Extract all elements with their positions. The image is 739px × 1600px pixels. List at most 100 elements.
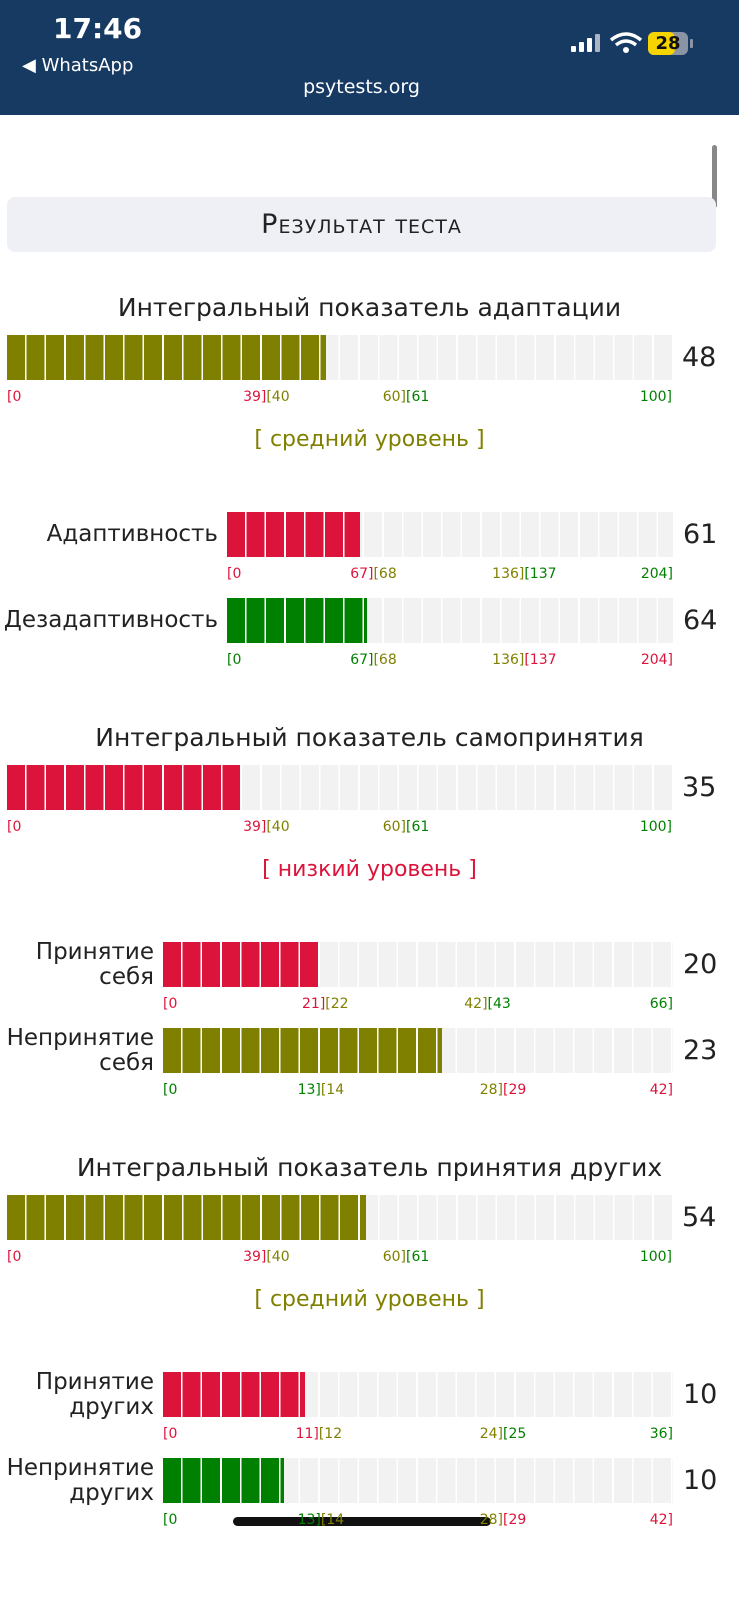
tick-label: [68 (373, 652, 397, 668)
tick-label: [0 (7, 1249, 22, 1265)
subscale-label: Непринятие других (6, 1454, 154, 1506)
level-text: [ средний уровень ] (254, 1287, 485, 1312)
tick-label: 204] (640, 652, 673, 668)
tick-label: [137 (524, 566, 557, 582)
gauge-cells (7, 1195, 672, 1240)
level-text: [ средний уровень ] (254, 427, 485, 452)
tick-label: 67] (350, 566, 374, 582)
tick-label: [22 (325, 996, 349, 1012)
page-title: Результат теста (261, 209, 462, 240)
tick-label: [0 (163, 1426, 178, 1442)
subscale-label-text: Непринятие других (6, 1454, 154, 1506)
gauge-cells (163, 1458, 673, 1503)
tick-label: 66] (649, 996, 673, 1012)
tick-label: [61 (406, 1249, 430, 1265)
tick-label: [0 (163, 996, 178, 1012)
tick-label: [29 (503, 1082, 527, 1098)
gauge-bar (7, 335, 672, 380)
scrollbar (712, 145, 717, 208)
subscale-label-text: Принятие других (35, 1368, 154, 1420)
tick-label: [40 (266, 389, 290, 405)
gauge-value: 20 (683, 949, 718, 980)
tick-label: [0 (227, 566, 242, 582)
gauge-value: 23 (683, 1035, 718, 1066)
level-text: [ низкий уровень ] (262, 857, 477, 882)
gauge-value: 10 (683, 1465, 718, 1496)
section-title: Интегральный показатель адаптации (117, 293, 622, 322)
tick-label: [40 (266, 1249, 290, 1265)
subscale-label: Принятие себя (6, 938, 154, 990)
gauge-cells (7, 765, 672, 810)
section-title: Интегральный показатель самопринятия (95, 723, 644, 752)
tick-label: [0 (7, 819, 22, 835)
tick-label: 13] (297, 1512, 321, 1528)
gauge-cells (163, 1372, 673, 1417)
subscale-label-text: Адаптивность (46, 521, 218, 547)
tick-label: 60] (382, 819, 406, 835)
tick-label: 60] (382, 389, 406, 405)
title-box: Результат теста (7, 197, 716, 252)
tick-label: 24] (479, 1426, 503, 1442)
section-title: Интегральный показатель принятия других (76, 1153, 663, 1182)
tick-label: [61 (406, 819, 430, 835)
tick-label: [0 (163, 1082, 178, 1098)
tick-label: 28] (479, 1512, 503, 1528)
tick-label: 136] (492, 652, 525, 668)
tick-label: 100] (639, 819, 672, 835)
tick-label: [29 (503, 1512, 527, 1528)
home-indicator (233, 1517, 491, 1526)
tick-label: [25 (503, 1426, 527, 1442)
subscale-label-text: Принятие себя (35, 938, 154, 990)
tick-label: 13] (297, 1082, 321, 1098)
tick-label: 39] (243, 389, 267, 405)
gauge-bar (163, 942, 673, 987)
back-link[interactable]: ◀ WhatsApp (22, 55, 134, 76)
tick-label: 36] (649, 1426, 673, 1442)
time: 17:46 (53, 12, 143, 45)
tick-label: [68 (373, 566, 397, 582)
gauge-bar (227, 598, 673, 643)
tick-label: [14 (320, 1082, 345, 1098)
tick-label: 39] (243, 1249, 267, 1265)
tick-label: [0 (163, 1512, 178, 1528)
tick-label: 67] (350, 652, 374, 668)
gauge-cells (163, 942, 673, 987)
tick-label: [137 (524, 652, 557, 668)
tick-label: 60] (382, 1249, 406, 1265)
tick-label: [40 (266, 819, 290, 835)
tick-label: 100] (639, 1249, 672, 1265)
tick-label: 21] (302, 996, 326, 1012)
battery-level: 28 (655, 33, 681, 54)
tick-label: 42] (464, 996, 488, 1012)
tick-label: [61 (406, 389, 430, 405)
subscale-label-text: Дезадаптивность (3, 607, 218, 633)
gauge-value: 35 (682, 772, 717, 803)
tick-label: 39] (243, 819, 267, 835)
tick-label: [43 (487, 996, 511, 1012)
tick-label: 100] (639, 389, 672, 405)
status-icons (571, 32, 693, 55)
gauge-value: 54 (682, 1202, 717, 1233)
gauge-bar (7, 1195, 672, 1240)
tick-label: [12 (318, 1426, 343, 1442)
gauge-value: 61 (683, 519, 718, 550)
gauge-cells (7, 335, 672, 380)
subscale-label: Адаптивность (7, 512, 218, 557)
gauge-bar (163, 1372, 673, 1417)
status-bar: 17:46 ◀ WhatsApp psytests.org 28 (0, 0, 739, 115)
gauge-value: 64 (683, 605, 718, 636)
tick-label: 204] (640, 566, 673, 582)
subscale-label-text: Непринятие себя (6, 1024, 154, 1076)
tick-label: 28] (479, 1082, 503, 1098)
subscale-label: Принятие других (6, 1368, 154, 1420)
tick-label: 11] (295, 1426, 319, 1442)
gauge-bar (163, 1458, 673, 1503)
url: psytests.org (303, 76, 420, 98)
gauge-value: 48 (682, 342, 717, 373)
tick-label: 42] (649, 1082, 673, 1098)
tick-label: [0 (7, 389, 22, 405)
gauge-bar (227, 512, 673, 557)
gauge-value: 10 (683, 1379, 718, 1410)
gauge-bar (7, 765, 672, 810)
